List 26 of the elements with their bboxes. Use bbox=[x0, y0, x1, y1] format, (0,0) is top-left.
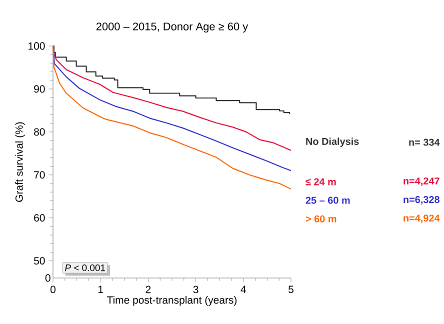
line-series bbox=[52, 45, 292, 151]
y-tick-label: 100 bbox=[28, 42, 45, 50]
text: 0 bbox=[45, 274, 50, 282]
text: No Dialysis bbox=[306, 138, 359, 147]
x-tick-label: 1 bbox=[98, 286, 103, 293]
x-tick-label: 0 bbox=[50, 286, 56, 294]
text: n=4,924 bbox=[404, 214, 440, 224]
y-tick-label: 90 bbox=[34, 85, 45, 93]
text: n=6,328 bbox=[404, 196, 440, 205]
x-axis-title: Time post-transplant (years) bbox=[107, 296, 237, 306]
text: n= 334 bbox=[409, 138, 440, 146]
annotation: P < 0.001 bbox=[65, 264, 106, 272]
x-tick-label: 5 bbox=[288, 286, 294, 294]
y-tick-label: 50 bbox=[34, 257, 45, 265]
y-tick-label: 60 bbox=[34, 214, 45, 222]
x-tick-label: 3 bbox=[193, 286, 198, 294]
y-tick-label: 70 bbox=[34, 171, 45, 179]
y-axis-title: Graft survival (%) bbox=[15, 122, 25, 202]
x-tick-label: 4 bbox=[240, 286, 246, 293]
text: 25 – 60 m bbox=[306, 196, 350, 204]
chart-title: 2000 – 2015, Donor Age ≥ 60 y bbox=[96, 22, 248, 33]
text: > 60 m bbox=[306, 215, 336, 222]
y-tick-label: 80 bbox=[34, 128, 45, 136]
x-tick-label: 2 bbox=[146, 286, 151, 294]
text: n=4,247 bbox=[404, 177, 440, 186]
text: ≤ 24 m bbox=[306, 178, 336, 186]
